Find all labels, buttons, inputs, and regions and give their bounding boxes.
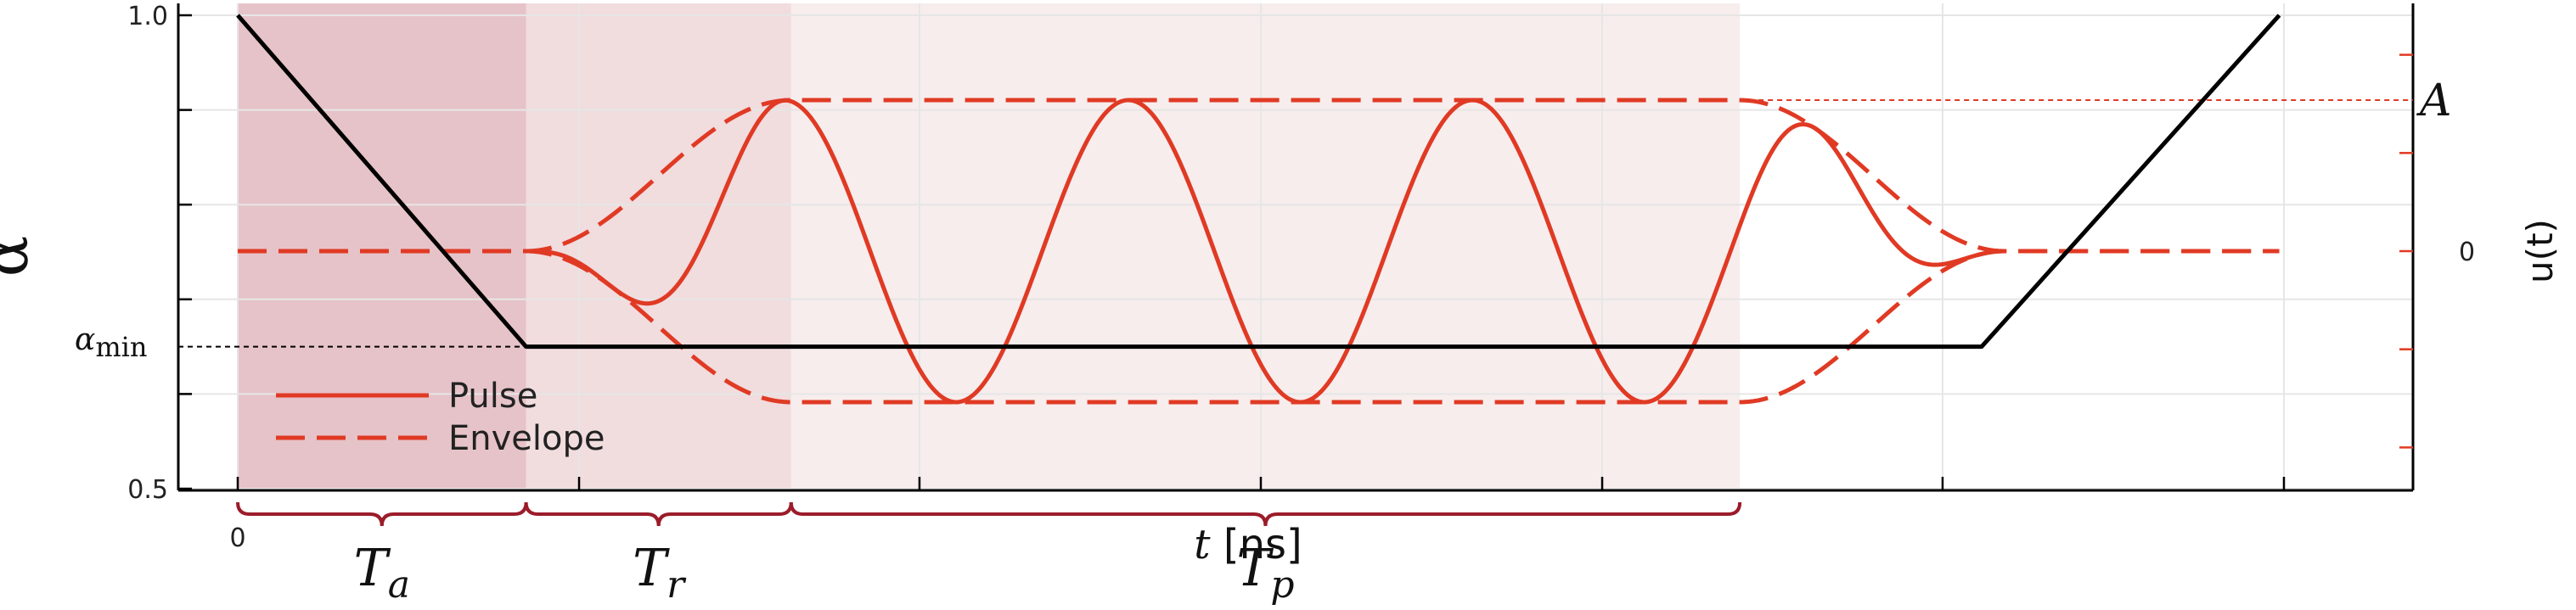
- right-axis-zero-label: 0: [2459, 238, 2475, 267]
- x-axis-title-unit: [ns]: [1211, 521, 1302, 568]
- braces: [236, 501, 1742, 527]
- brace-label-Ta-main: T: [354, 539, 391, 598]
- legend-envelope-label: Envelope: [448, 419, 605, 458]
- right-axis-amplitude-label: A: [2416, 76, 2452, 126]
- region-Tp: [790, 3, 1741, 489]
- legend: Pulse Envelope: [276, 377, 605, 458]
- brace-label-Tr-sub: r: [666, 563, 687, 607]
- brace-label-Tp: Tp: [1236, 539, 1294, 607]
- envelope-upper: [238, 98, 2280, 254]
- axes: [177, 3, 2415, 492]
- brace-label-Tr-main: T: [633, 539, 670, 598]
- brace-Ta: [236, 501, 528, 527]
- brace-Tr: [524, 501, 793, 527]
- shaded-regions: [238, 3, 1741, 489]
- brace-label-Ta-sub: a: [388, 563, 410, 607]
- brace-Tp: [789, 501, 1742, 527]
- left-tick-label-1: 0.5: [127, 475, 168, 505]
- alpha-min-sub: min: [95, 331, 147, 363]
- alpha-min-label: αmin: [75, 322, 148, 363]
- grid: [178, 3, 2413, 490]
- brace-label-Tp-main: T: [1236, 539, 1274, 598]
- region-Ta: [238, 3, 526, 489]
- x-axis-title-var: t: [1194, 521, 1211, 568]
- alpha-min-main: α: [75, 322, 95, 357]
- series: [178, 14, 2413, 405]
- brace-label-Tr: Tr: [633, 539, 687, 607]
- left-tick-label-0: 1.0: [127, 2, 168, 31]
- alpha-schedule-line: [236, 14, 2281, 350]
- region-Tr: [526, 3, 791, 489]
- brace-label-Tp-sub: p: [1270, 563, 1294, 607]
- legend-pulse-label: Pulse: [448, 377, 537, 416]
- envelope-lower: [238, 249, 2280, 405]
- x-tick-label-0: 0: [229, 523, 245, 553]
- x-axis-title: t [ns]: [1194, 521, 1302, 568]
- right-axis-title: u(t): [2519, 219, 2561, 283]
- brace-label-Ta: Ta: [354, 539, 410, 607]
- left-axis-title: α: [0, 236, 42, 277]
- pulse-line: [526, 98, 2005, 405]
